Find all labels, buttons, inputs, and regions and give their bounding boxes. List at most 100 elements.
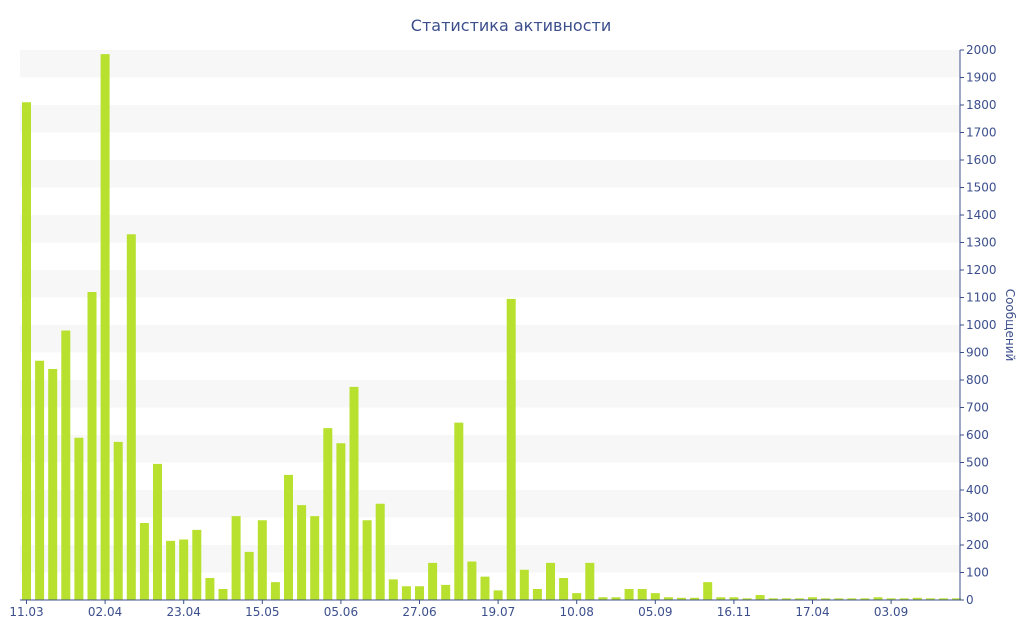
y-tick-label: 100 [966, 566, 989, 580]
bar [611, 597, 621, 600]
y-tick-label: 0 [966, 593, 974, 607]
x-tick-label: 11.03 [9, 605, 43, 619]
bar [559, 578, 569, 600]
bar [401, 586, 411, 600]
bar [375, 503, 385, 600]
y-tick-label: 900 [966, 346, 989, 360]
bar [310, 516, 320, 601]
x-tick-label: 10.08 [560, 605, 594, 619]
y-tick-label: 1500 [966, 181, 997, 195]
bar [113, 441, 123, 601]
grid-band [20, 490, 960, 518]
bar [808, 597, 817, 600]
bar [860, 598, 870, 600]
bar [899, 598, 909, 600]
bar [349, 386, 359, 601]
bar [768, 598, 778, 600]
x-tick-label: 15.05 [245, 605, 279, 619]
bar [624, 589, 634, 600]
bar [257, 520, 267, 600]
y-tick-label: 800 [966, 373, 989, 387]
x-tick-label: 05.09 [638, 605, 672, 619]
bar [886, 598, 896, 600]
bar [532, 589, 542, 600]
bar [585, 562, 595, 601]
bar [441, 584, 451, 601]
y-tick-label: 300 [966, 511, 989, 525]
bar [546, 562, 555, 601]
x-tick-label: 27.06 [402, 605, 436, 619]
bar [650, 593, 660, 601]
bar [87, 292, 97, 600]
x-tick-label: 19.07 [481, 605, 515, 619]
bar [61, 330, 71, 600]
y-tick-label: 2000 [966, 43, 997, 57]
bar [834, 598, 844, 600]
bar [415, 586, 424, 600]
bar [323, 428, 333, 601]
grid-band [20, 50, 960, 78]
x-tick-label: 17.04 [795, 605, 829, 619]
bar [48, 369, 58, 600]
x-tick-label: 03.09 [874, 605, 908, 619]
bar [637, 589, 647, 600]
bar [388, 579, 398, 601]
bar [716, 597, 726, 600]
y-tick-label: 600 [966, 428, 989, 442]
bar [139, 523, 149, 600]
grid-band [20, 380, 960, 408]
grid-band [20, 325, 960, 353]
bar [506, 298, 516, 601]
bar [572, 593, 582, 601]
bar [677, 597, 686, 600]
y-tick-label: 1100 [966, 291, 997, 305]
bar [598, 597, 608, 600]
bar [218, 589, 228, 600]
y-axis-label: Сообщений [1003, 289, 1017, 362]
chart-title: Статистика активности [411, 16, 611, 35]
bar [519, 569, 529, 600]
bar [179, 539, 189, 600]
bar [690, 597, 700, 600]
grid-band [20, 105, 960, 133]
x-tick-label: 05.06 [324, 605, 358, 619]
bar [703, 582, 713, 601]
x-tick-label: 16.11 [717, 605, 751, 619]
grid-band [20, 270, 960, 298]
grid-band [20, 435, 960, 463]
y-tick-label: 500 [966, 456, 989, 470]
x-tick-label: 23.04 [167, 605, 201, 619]
y-tick-label: 700 [966, 401, 989, 415]
bar [428, 562, 438, 601]
bar [925, 598, 935, 600]
bar [297, 505, 307, 601]
grid-bands [20, 50, 960, 573]
y-tick-label: 1400 [966, 208, 997, 222]
bar [231, 516, 241, 601]
bar [847, 598, 857, 600]
bar [74, 437, 84, 600]
y-tick-label: 1300 [966, 236, 997, 250]
bar [454, 422, 464, 601]
bar [192, 529, 202, 601]
bar [755, 595, 765, 600]
bar [22, 102, 31, 600]
y-tick-label: 1800 [966, 98, 997, 112]
grid-band [20, 160, 960, 188]
y-tick-label: 1700 [966, 126, 997, 140]
bar [205, 578, 215, 600]
bar [270, 582, 280, 601]
bar [166, 540, 176, 601]
bar [284, 474, 293, 601]
bar [781, 598, 791, 600]
bar [873, 597, 883, 600]
bar [821, 598, 831, 600]
y-tick-label: 1900 [966, 71, 997, 85]
x-tick-label: 02.04 [88, 605, 122, 619]
y-tick-label: 200 [966, 538, 989, 552]
bar [100, 54, 110, 601]
x-ticks-group: 11.03 02.04 23.04 15.05 05.06 27.06 19.07 10.08… [9, 600, 908, 619]
bar [493, 590, 503, 601]
